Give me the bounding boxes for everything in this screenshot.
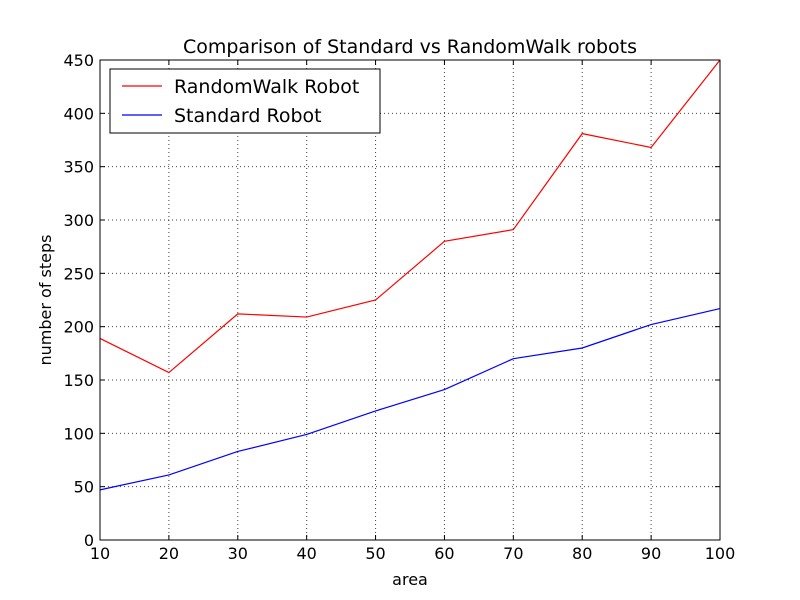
y-tick-label: 250: [63, 264, 94, 283]
y-tick-label: 150: [63, 371, 94, 390]
y-tick-label: 400: [63, 104, 94, 123]
x-tick-label: 30: [228, 544, 248, 563]
series-line-standard-robot: [99, 307, 721, 491]
grid: [100, 60, 720, 540]
plot-frame: [99, 59, 721, 541]
chart-title: Comparison of Standard vs RandomWalk rob…: [183, 36, 637, 58]
x-tick-label: 80: [572, 544, 592, 563]
legend: RandomWalk Robot Standard Robot: [109, 68, 381, 134]
y-tick-label: 450: [63, 51, 94, 70]
x-tick-label: 60: [434, 544, 454, 563]
y-tick-label: 100: [63, 424, 94, 443]
x-tick-label: 40: [296, 544, 316, 563]
y-tick-label: 50: [74, 478, 94, 497]
series-layer: [99, 59, 721, 491]
legend-box: [109, 68, 381, 134]
y-tick-label: 350: [63, 158, 94, 177]
x-tick-label: 20: [159, 544, 179, 563]
legend-label-standard: Standard Robot: [174, 105, 322, 127]
legend-label-randomwalk: RandomWalk Robot: [174, 76, 359, 98]
x-tick-label: 90: [641, 544, 661, 563]
x-tick-label: 100: [705, 544, 736, 563]
x-tick-label: 70: [503, 544, 523, 563]
y-tick-label: 200: [63, 318, 94, 337]
x-tick-label: 50: [365, 544, 385, 563]
series-line-randomwalk-robot: [99, 59, 721, 374]
y-axis-label: number of steps: [36, 235, 55, 366]
y-tick-label: 300: [63, 211, 94, 230]
x-axis-label: area: [392, 570, 428, 589]
x-tick-label: 10: [90, 544, 110, 563]
ticks: 10 20 30 40 50 60 70 80 90 100 0 50 100 150 200 250 300 3…: [63, 51, 735, 563]
y-tick-label: 0: [84, 531, 94, 550]
